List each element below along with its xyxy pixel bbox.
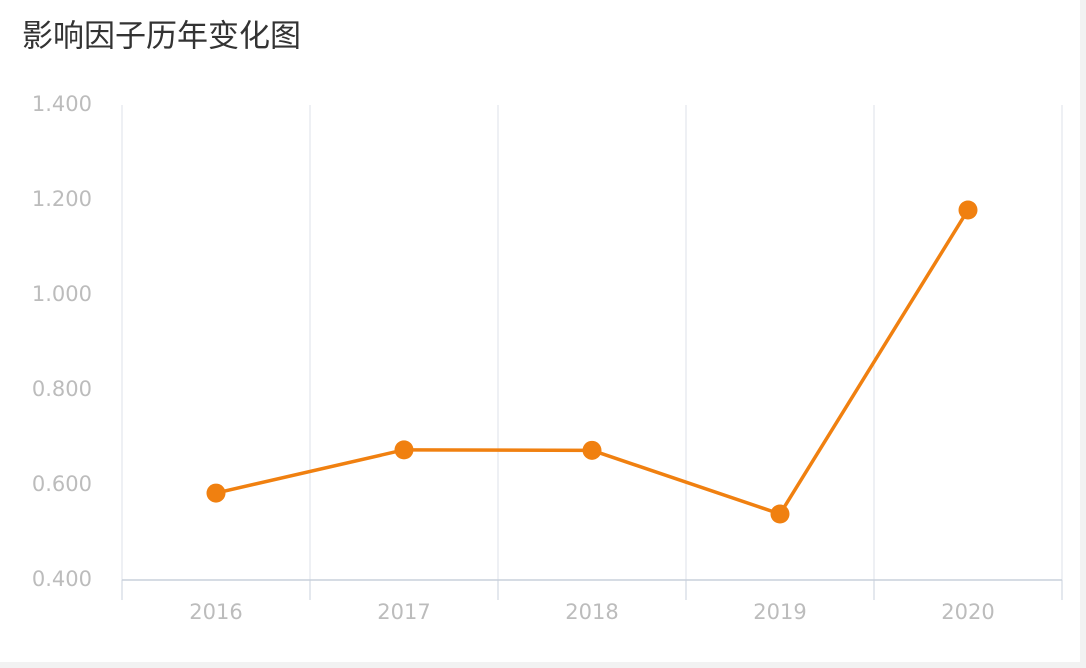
y-tick-label: 1.400 — [32, 92, 92, 116]
y-tick-label: 1.000 — [32, 282, 92, 306]
y-tick-label: 0.600 — [32, 472, 92, 496]
data-line — [215, 209, 970, 516]
data-point — [394, 440, 414, 460]
data-point — [582, 440, 602, 460]
x-tick-label: 2017 — [377, 600, 430, 624]
y-tick-label: 1.200 — [32, 187, 92, 211]
data-point — [770, 504, 790, 524]
x-tick-label: 2016 — [189, 600, 242, 624]
chart-title: 影响因子历年变化图 — [22, 19, 301, 55]
x-tick-label: 2020 — [941, 600, 994, 624]
y-tick-label: 0.400 — [32, 567, 92, 591]
x-tick-label: 2019 — [753, 600, 806, 624]
data-point — [206, 483, 226, 503]
x-tick-label: 2018 — [565, 600, 618, 624]
y-tick-label: 0.800 — [32, 377, 92, 401]
data-point — [958, 200, 978, 220]
